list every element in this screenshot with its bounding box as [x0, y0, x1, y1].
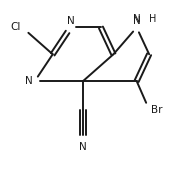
Text: N: N: [79, 142, 87, 152]
Text: N: N: [133, 16, 141, 26]
Text: N: N: [25, 76, 33, 86]
Text: Br: Br: [151, 105, 162, 115]
Text: Cl: Cl: [10, 22, 21, 32]
Text: N: N: [67, 16, 75, 26]
Text: N: N: [133, 14, 141, 24]
Text: H: H: [149, 14, 157, 24]
